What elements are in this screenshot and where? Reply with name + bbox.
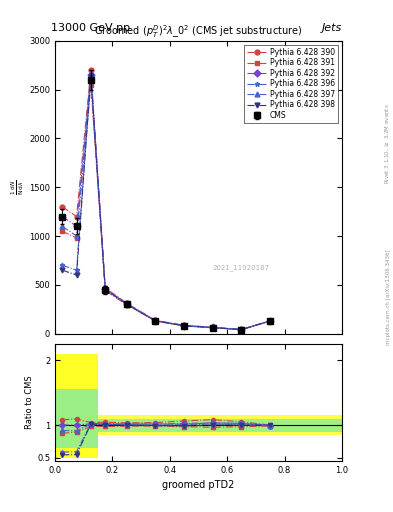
Bar (55, 418, 342, 432)
Bar (55, 415, 342, 435)
Pythia 6.428 391 (153, 318, 158, 324)
Pythia 6.428 391 (103, 288, 108, 294)
Pythia 6.428 398 (125, 301, 129, 307)
X-axis label: groomed pTD2: groomed pTD2 (162, 480, 235, 490)
Pythia 6.428 392 (153, 317, 158, 324)
Pythia 6.428 398 (60, 267, 64, 273)
Pythia 6.428 397 (239, 327, 244, 333)
Pythia 6.428 390 (239, 326, 244, 332)
Pythia 6.428 392 (239, 327, 244, 333)
Pythia 6.428 390 (211, 324, 215, 330)
Pythia 6.428 398 (268, 318, 273, 324)
Pythia 6.428 391 (88, 82, 93, 88)
Pythia 6.428 398 (88, 73, 93, 79)
Pythia 6.428 391 (268, 318, 273, 324)
Line: Pythia 6.428 396: Pythia 6.428 396 (60, 73, 273, 332)
Pythia 6.428 390 (153, 317, 158, 324)
Pythia 6.428 391 (125, 302, 129, 308)
Line: Pythia 6.428 398: Pythia 6.428 398 (60, 74, 273, 332)
Pythia 6.428 392 (268, 318, 273, 324)
Pythia 6.428 392 (182, 323, 187, 329)
Pythia 6.428 396 (211, 325, 215, 331)
Pythia 6.428 391 (60, 228, 64, 234)
Pythia 6.428 390 (182, 322, 187, 328)
Pythia 6.428 392 (211, 325, 215, 331)
Pythia 6.428 390 (74, 214, 79, 220)
Legend: Pythia 6.428 390, Pythia 6.428 391, Pythia 6.428 392, Pythia 6.428 396, Pythia 6: Pythia 6.428 390, Pythia 6.428 391, Pyth… (244, 45, 338, 123)
Pythia 6.428 398 (211, 325, 215, 331)
Pythia 6.428 397 (182, 323, 187, 329)
Pythia 6.428 391 (74, 235, 79, 241)
Pythia 6.428 397 (153, 318, 158, 324)
Pythia 6.428 396 (182, 323, 187, 329)
Pythia 6.428 392 (74, 223, 79, 229)
Pythia 6.428 397 (74, 233, 79, 239)
Pythia 6.428 391 (211, 325, 215, 331)
Line: Pythia 6.428 390: Pythia 6.428 390 (60, 68, 273, 332)
Pythia 6.428 390 (103, 285, 108, 291)
Pythia 6.428 392 (125, 301, 129, 307)
Pythia 6.428 397 (125, 301, 129, 307)
Pythia 6.428 396 (74, 267, 79, 273)
Pythia 6.428 391 (239, 327, 244, 333)
Pythia 6.428 397 (211, 325, 215, 331)
Pythia 6.428 390 (125, 300, 129, 306)
Pythia 6.428 392 (60, 214, 64, 220)
Line: Pythia 6.428 397: Pythia 6.428 397 (60, 73, 273, 332)
Text: Rivet 3.1.10, $\geq$ 3.2M events: Rivet 3.1.10, $\geq$ 3.2M events (384, 103, 391, 184)
Text: 2021_11920187: 2021_11920187 (213, 264, 270, 271)
Pythia 6.428 390 (88, 67, 93, 73)
Pythia 6.428 398 (153, 318, 158, 324)
Pythia 6.428 397 (60, 223, 64, 229)
Pythia 6.428 396 (88, 72, 93, 78)
Y-axis label: Ratio to CMS: Ratio to CMS (25, 375, 34, 429)
Pythia 6.428 392 (103, 286, 108, 292)
Pythia 6.428 397 (88, 72, 93, 78)
Pythia 6.428 398 (103, 286, 108, 292)
Line: Pythia 6.428 392: Pythia 6.428 392 (60, 73, 273, 332)
Text: mcplots.cern.ch [arXiv:1306.3436]: mcplots.cern.ch [arXiv:1306.3436] (386, 249, 391, 345)
Text: 13000 GeV pp: 13000 GeV pp (51, 23, 130, 33)
Pythia 6.428 396 (153, 317, 158, 324)
Pythia 6.428 396 (103, 286, 108, 292)
Pythia 6.428 391 (182, 323, 187, 329)
Text: Jets: Jets (321, 23, 342, 33)
Pythia 6.428 397 (268, 318, 273, 324)
Pythia 6.428 398 (74, 272, 79, 278)
Pythia 6.428 392 (88, 72, 93, 78)
Pythia 6.428 396 (60, 262, 64, 268)
Y-axis label: $\frac{1}{\mathrm{N}} \frac{\mathrm{d}N}{\mathrm{d}\lambda}$: $\frac{1}{\mathrm{N}} \frac{\mathrm{d}N}… (10, 180, 26, 195)
Pythia 6.428 390 (60, 204, 64, 210)
Title: Groomed $(p_T^D)^2\lambda\_0^2$ (CMS jet substructure): Groomed $(p_T^D)^2\lambda\_0^2$ (CMS jet… (94, 24, 303, 40)
Pythia 6.428 397 (103, 286, 108, 292)
Pythia 6.428 396 (268, 318, 273, 324)
Pythia 6.428 396 (239, 327, 244, 333)
Pythia 6.428 396 (125, 301, 129, 307)
Pythia 6.428 398 (239, 327, 244, 333)
Pythia 6.428 390 (268, 318, 273, 324)
Pythia 6.428 398 (182, 323, 187, 329)
Line: Pythia 6.428 391: Pythia 6.428 391 (60, 82, 273, 332)
